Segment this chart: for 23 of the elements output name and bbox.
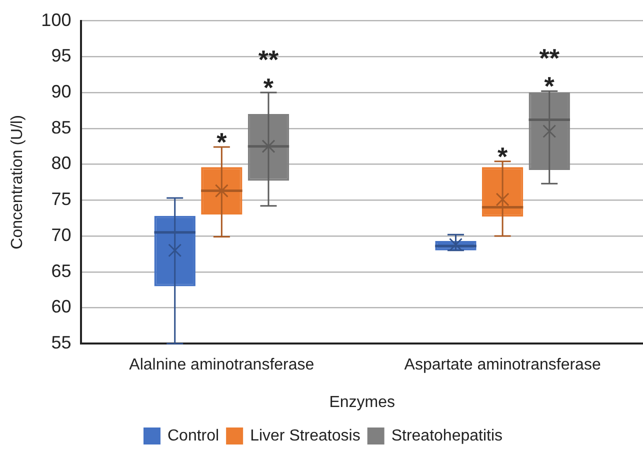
y-tick-label: 95 [51, 46, 72, 66]
x-axis-title: Enzymes [329, 394, 396, 411]
y-tick-label: 65 [51, 260, 72, 281]
y-tick-label: 100 [41, 10, 72, 30]
y-tick-label: 55 [51, 332, 72, 353]
annotation: ** [539, 43, 560, 74]
x-tick-label: Alalnine aminotransferase [129, 356, 314, 374]
annotation: * [544, 71, 556, 102]
y-tick-label: 60 [51, 296, 72, 317]
y-tick-label: 70 [51, 224, 72, 245]
y-tick-label: 75 [51, 189, 72, 210]
annotation: * [263, 72, 274, 103]
annotation: ** [258, 44, 280, 75]
annotation: * [497, 141, 508, 172]
legend-label: Liver Streatosis [250, 427, 360, 444]
annotation: * [216, 127, 228, 158]
y-tick-label: 90 [51, 82, 72, 102]
y-tick-label: 85 [51, 117, 72, 138]
y-tick-label: 80 [51, 153, 72, 174]
x-tick-label: Aspartate aminotransferase [404, 356, 601, 374]
legend-label: Streatohepatitis [391, 427, 503, 444]
legend-label: Control [167, 427, 220, 444]
y-axis-title: Concentration (U/l) [9, 115, 26, 250]
